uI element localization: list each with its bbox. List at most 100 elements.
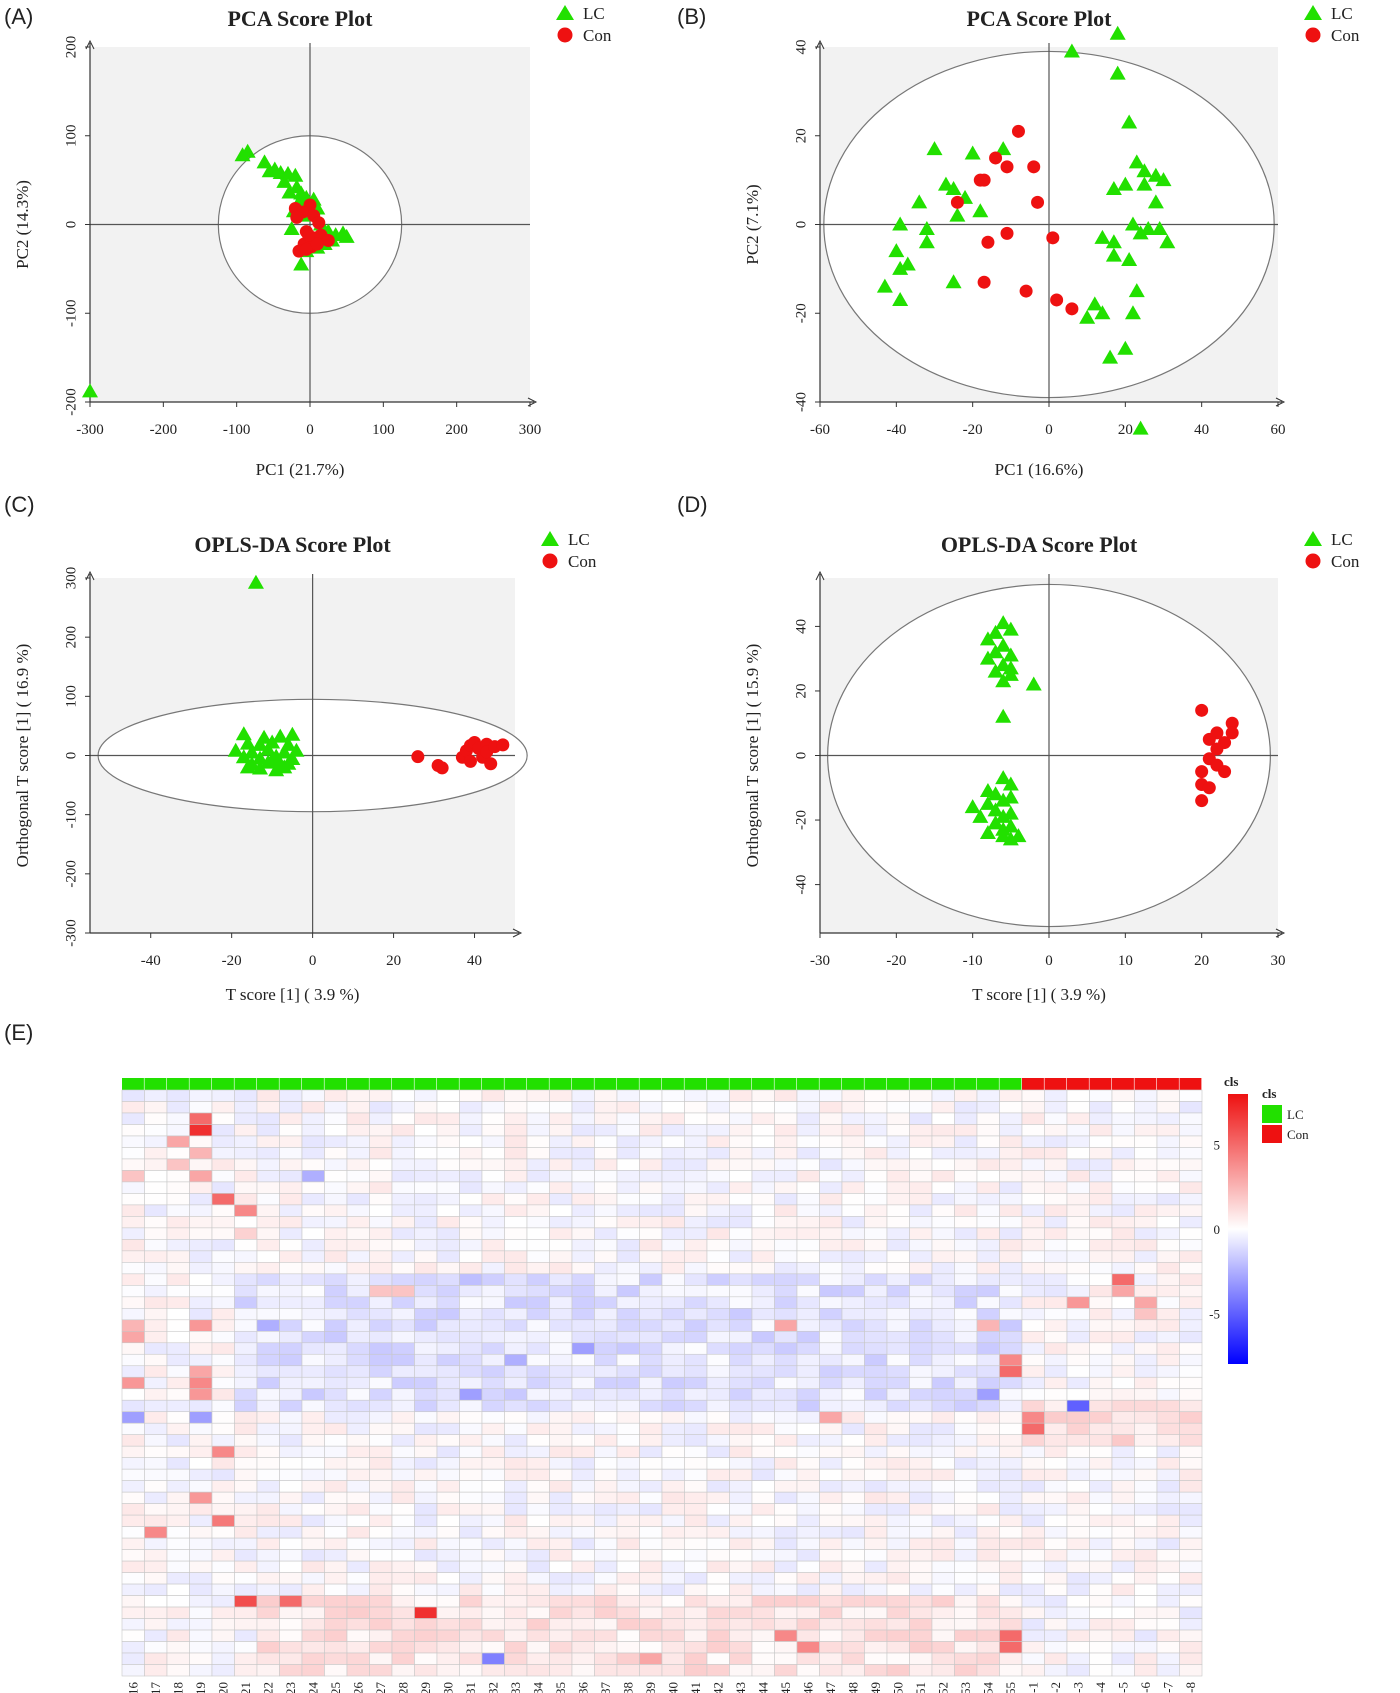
heatmap-cell (324, 1457, 348, 1470)
heatmap-cell (594, 1216, 618, 1229)
heatmap-cell (1156, 1158, 1180, 1171)
heatmap-cell (391, 1342, 415, 1355)
heatmap-cell (144, 1411, 168, 1424)
heatmap-cell (1066, 1480, 1090, 1493)
heatmap-cell (504, 1618, 528, 1631)
heatmap-cell (976, 1480, 1000, 1493)
heatmap-cell (841, 1308, 865, 1321)
heatmap-cell (1021, 1330, 1045, 1344)
heatmap-cell (436, 1480, 460, 1493)
heatmap-cell (324, 1216, 348, 1229)
heatmap-cell (1179, 1641, 1203, 1654)
heatmap-cell (504, 1158, 528, 1171)
heatmap-cell (369, 1204, 393, 1217)
heatmap-cell (1066, 1549, 1090, 1562)
heatmap-cell (234, 1537, 258, 1550)
heatmap-cell (729, 1193, 753, 1206)
heatmap-cell (909, 1537, 933, 1550)
heatmap-cell (931, 1491, 955, 1504)
heatmap-cell (121, 1388, 145, 1401)
heatmap-cell (931, 1560, 955, 1573)
heatmap-cell (346, 1411, 370, 1424)
heatmap-cell (1021, 1411, 1045, 1424)
heatmap-cell (526, 1158, 550, 1171)
heatmap-cell (526, 1503, 550, 1516)
heatmap-cell (571, 1560, 595, 1573)
heatmap-cell (211, 1549, 235, 1562)
heatmap-cell (841, 1641, 865, 1654)
heatmap-cell (234, 1342, 258, 1355)
heatmap-cell (166, 1549, 190, 1562)
heatmap-cell (931, 1124, 955, 1137)
con-point (484, 757, 498, 771)
heatmap-cell (481, 1135, 505, 1148)
heatmap-cell (1111, 1606, 1135, 1619)
heatmap-cell (706, 1124, 730, 1137)
heatmap-cell (369, 1365, 393, 1378)
heatmap-cell (144, 1124, 168, 1137)
heatmap-cell (436, 1308, 460, 1321)
heatmap-cell (346, 1124, 370, 1137)
heatmap-cell (1179, 1572, 1203, 1585)
heatmap-cell (504, 1227, 528, 1240)
con-point (1046, 231, 1060, 245)
heatmap-cell (796, 1652, 820, 1665)
heatmap-cell (594, 1319, 618, 1332)
heatmap-cell (594, 1468, 618, 1481)
heatmap-cell (819, 1112, 843, 1125)
heatmap-cell (301, 1353, 325, 1367)
heatmap-cell (729, 1170, 753, 1183)
heatmap-cell (1089, 1262, 1113, 1275)
heatmap-cell (234, 1629, 258, 1642)
heatmap-cell (526, 1399, 550, 1413)
heatmap-cell (751, 1445, 775, 1458)
heatmap-cell (234, 1204, 258, 1217)
heatmap-cell (751, 1296, 775, 1309)
panel-letter-b: (B) (677, 4, 707, 29)
heatmap-cell (1156, 1204, 1180, 1217)
heatmap-cell (864, 1250, 888, 1263)
heatmap-cell (1021, 1572, 1045, 1585)
heatmap-cell (211, 1491, 235, 1504)
heatmap-cell (279, 1514, 303, 1527)
lc-point (995, 673, 1012, 688)
heatmap-cell (954, 1629, 978, 1642)
panel-title: PCA Score Plot (227, 6, 373, 31)
heatmap-cell (639, 1262, 663, 1275)
legend-con-marker (1305, 27, 1321, 43)
heatmap-cell (774, 1089, 798, 1102)
heatmap-cell (459, 1342, 483, 1355)
heatmap-cell (616, 1124, 640, 1137)
heatmap-cell (436, 1204, 460, 1217)
heatmap-cell (144, 1526, 168, 1539)
heatmap-cell (931, 1526, 955, 1539)
heatmap-cell (841, 1491, 865, 1504)
heatmap-cell (391, 1239, 415, 1252)
heatmap-cell (391, 1549, 415, 1562)
heatmap-cell (661, 1629, 685, 1642)
heatmap-cell (256, 1376, 280, 1390)
heatmap-cell (1179, 1480, 1203, 1493)
lc-point (247, 574, 264, 589)
heatmap-cell (279, 1250, 303, 1263)
heatmap-cell (481, 1239, 505, 1252)
heatmap-cell (594, 1101, 618, 1114)
lc-point (1155, 172, 1172, 187)
heatmap-cell (976, 1216, 1000, 1229)
heatmap-cell (774, 1101, 798, 1114)
heatmap-cell (729, 1388, 753, 1401)
heatmap-cell (976, 1262, 1000, 1275)
heatmap-cell (549, 1112, 573, 1125)
heatmap-cell (729, 1089, 753, 1102)
heatmap-cell (1089, 1503, 1113, 1516)
heatmap-cell (481, 1664, 505, 1677)
lc-point (918, 234, 935, 249)
heatmap-cell (661, 1549, 685, 1562)
y-tick-label: 300 (63, 567, 79, 590)
heatmap-cell (549, 1170, 573, 1183)
heatmap-cell (256, 1273, 280, 1286)
heatmap-cell (1156, 1583, 1180, 1596)
heatmap-cell (841, 1239, 865, 1252)
heatmap-cell (1111, 1376, 1135, 1390)
heatmap-cell (481, 1652, 505, 1665)
